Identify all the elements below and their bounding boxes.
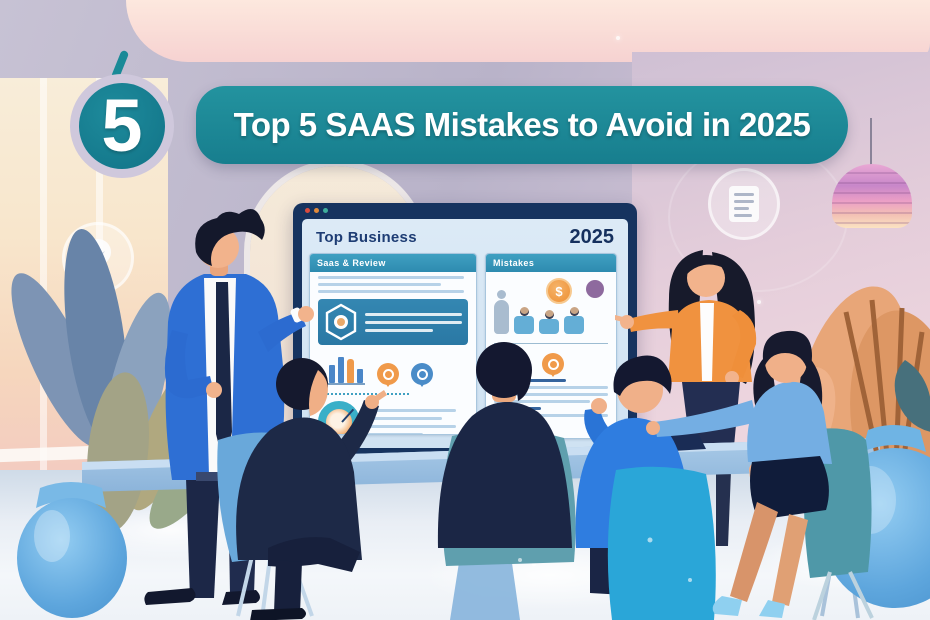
card-right-title: Mistakes [486, 254, 616, 272]
coin-symbol: $ [555, 283, 563, 299]
lamp-cord [870, 118, 872, 166]
person-figure-icon [494, 290, 509, 334]
screen-title: Top Business [316, 229, 417, 246]
lamp-ribs [832, 164, 912, 228]
badge-number: 5 [101, 84, 143, 167]
teal-label-line [318, 393, 410, 395]
gauge-text-lines [368, 408, 468, 434]
attendee-right [646, 330, 832, 618]
badge-inner [416, 368, 428, 380]
purple-dot-icon [586, 280, 604, 298]
window-dot-green [323, 208, 328, 213]
person-box-icon [539, 310, 559, 334]
divider [494, 343, 608, 344]
text-line [318, 283, 441, 286]
text-line [368, 416, 442, 420]
badge-inner [547, 358, 559, 370]
bar [329, 365, 335, 383]
text-line [494, 393, 609, 396]
dollar-coin-icon: $ [546, 278, 572, 304]
sparkle [616, 36, 620, 40]
attendee-center [437, 342, 572, 548]
chair-cyan [607, 466, 716, 620]
text-line [368, 424, 456, 428]
ribbon-badge-icon [542, 353, 564, 375]
ribbon-badge-icon [377, 363, 399, 385]
bar [357, 369, 363, 383]
card-left-title: Saas & Review [310, 254, 476, 272]
person-box-icon [564, 307, 584, 334]
person-box-icon [514, 307, 534, 334]
window-dot-orange [314, 208, 319, 213]
text-line [365, 328, 433, 332]
window-dot-red [305, 208, 310, 213]
screen-year: 2025 [569, 226, 615, 248]
text-line [368, 432, 423, 434]
document-icon [708, 168, 780, 240]
sparkle [757, 300, 761, 304]
card-saas-review: Saas & Review [309, 253, 477, 435]
text-line [494, 414, 609, 417]
sparkle [532, 562, 536, 566]
text-line [318, 276, 465, 279]
presentation-monitor: Top Business 2025 Saas & Review [293, 203, 637, 457]
text-line [318, 290, 465, 293]
text-line [494, 386, 609, 389]
attendee-left [236, 358, 387, 620]
feature-panel [318, 299, 468, 345]
text-line [365, 320, 462, 324]
title-text: Top 5 SAAS Mistakes to Avoid in 2025 [233, 106, 811, 143]
bar [338, 357, 344, 383]
window-control-dots [305, 208, 328, 213]
window-mullion [40, 78, 47, 470]
hexagon-badge-icon [325, 303, 357, 341]
document-glyph [729, 186, 759, 222]
orange-marker [347, 359, 354, 383]
text-line [368, 408, 456, 412]
badge-inner [382, 368, 394, 380]
panel-text-lines [365, 312, 462, 332]
text-line [365, 312, 462, 316]
ribbon-badge-icon [411, 363, 433, 385]
vase-left [17, 482, 127, 618]
text-line [494, 400, 591, 403]
people-coins-graphic: $ [494, 278, 608, 334]
number-badge: 5 [70, 74, 174, 178]
title-banner: Top 5 SAAS Mistakes to Avoid in 2025 [196, 86, 848, 164]
screen-header: Top Business 2025 [302, 219, 628, 253]
pendant-lamp-icon [832, 164, 912, 228]
pink-ceiling-band [126, 0, 930, 62]
